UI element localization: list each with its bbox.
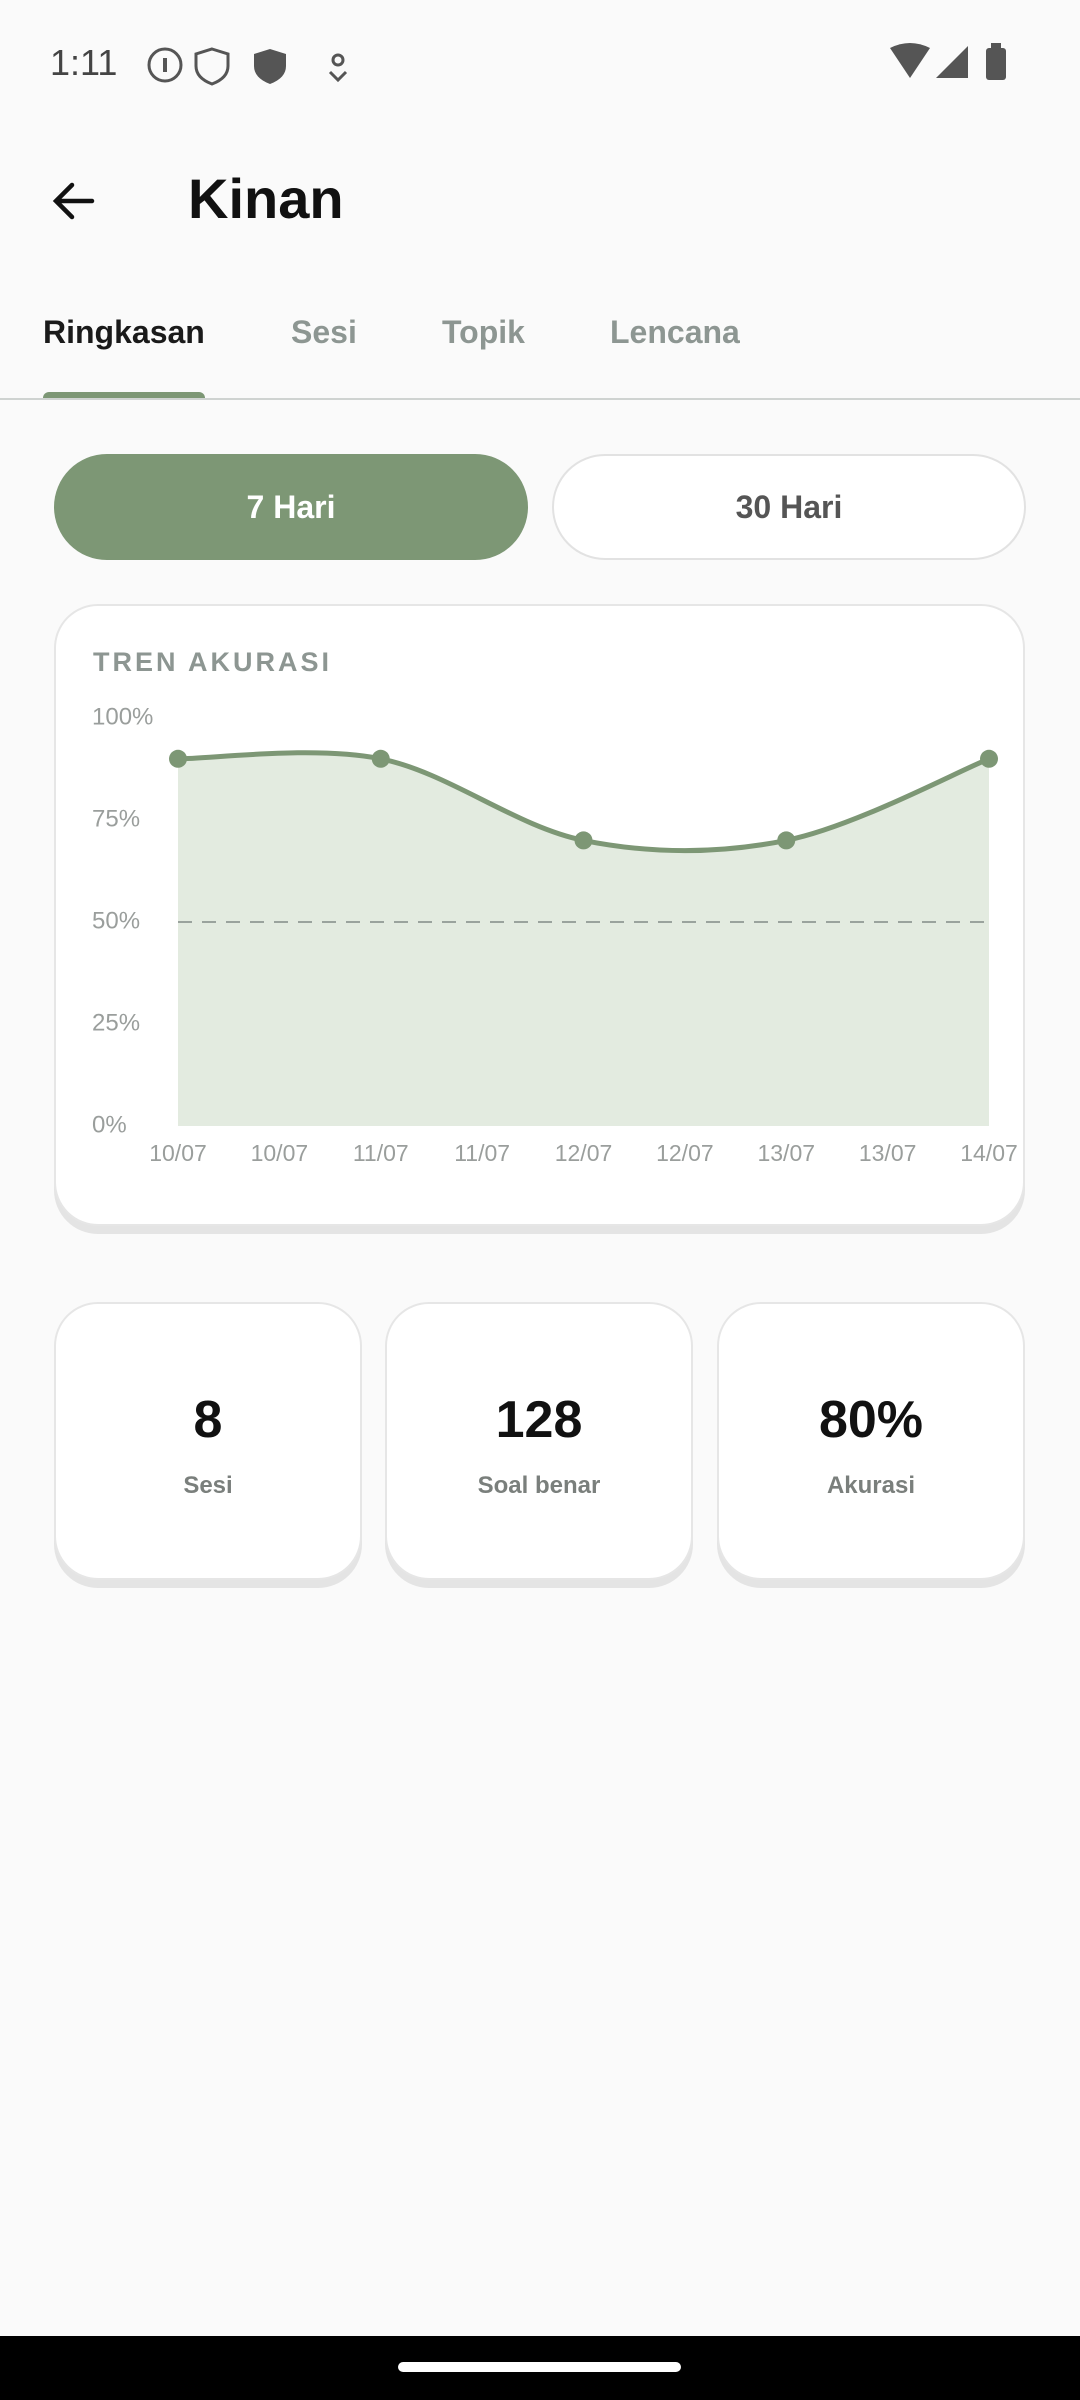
range-button[interactable]: 7 Hari [54, 454, 528, 560]
page-title: Kinan [188, 167, 344, 230]
tab[interactable]: Lencana [610, 314, 740, 350]
stat-card: 80% Akurasi [717, 1302, 1025, 1580]
tab[interactable]: Topik [442, 314, 525, 350]
y-tick-label: 100% [92, 703, 153, 730]
chart-card: TREN AKURASI 0% 25% 50% 75% 100% 10/07 10/07 11… [54, 604, 1025, 1226]
stat-card: 128 Soal benar [385, 1302, 693, 1580]
point [371, 749, 390, 768]
chart-title: TREN AKURASI [93, 647, 332, 677]
y-tick-label: 75% [92, 805, 140, 832]
tab[interactable]: Ringkasan [43, 314, 205, 350]
point [980, 749, 998, 768]
tab-indicator [43, 392, 205, 400]
home-handle[interactable] [398, 2362, 681, 2372]
chart: TREN AKURASI 0% 25% 50% 75% 100% 10/07 10/07 11… [92, 647, 1018, 1166]
back-button[interactable] [48, 176, 98, 226]
range-button[interactable]: 30 Hari [552, 454, 1026, 560]
stat-value: 80% [818, 1391, 924, 1449]
nav-bar [0, 2336, 1080, 2400]
tab-divider [0, 398, 1080, 400]
stat-value: 128 [495, 1391, 583, 1449]
x-tick-label: 13/07 [859, 1140, 917, 1166]
area [178, 752, 989, 1126]
point [777, 831, 796, 850]
x-tick-label: 12/07 [656, 1140, 714, 1166]
status-time: 1:11 [50, 42, 118, 83]
point [574, 831, 593, 850]
y-tick-label: 0% [92, 1111, 127, 1138]
stat-label: Sesi [183, 1472, 233, 1499]
x-tick-label: 13/07 [757, 1140, 815, 1166]
stat-label: Akurasi [826, 1472, 916, 1499]
point [169, 749, 187, 768]
tab[interactable]: Sesi [291, 314, 357, 350]
x-tick-label: 14/07 [960, 1140, 1018, 1166]
x-tick-label: 11/07 [454, 1140, 510, 1166]
stat-card: 8 Sesi [54, 1302, 362, 1580]
x-tick-label: 12/07 [555, 1140, 613, 1166]
status-system-icons [890, 43, 1006, 80]
x-tick-label: 10/07 [149, 1140, 207, 1166]
x-tick-label: 11/07 [353, 1140, 409, 1166]
status-icons [147, 47, 348, 86]
y-tick-label: 25% [92, 1009, 140, 1036]
y-tick-label: 50% [92, 907, 140, 934]
stat-value: 8 [193, 1391, 223, 1449]
stat-label: Soal benar [477, 1472, 601, 1499]
x-tick-label: 10/07 [251, 1140, 309, 1166]
